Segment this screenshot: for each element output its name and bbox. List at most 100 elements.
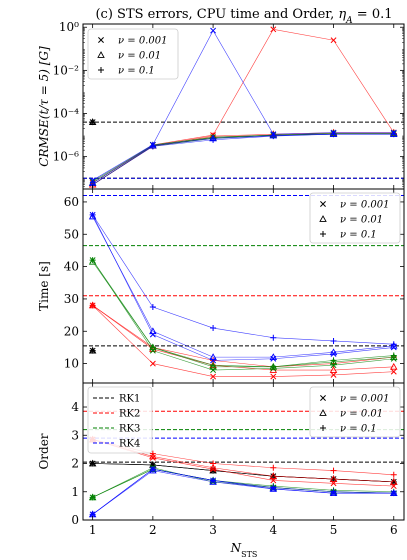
- time-series-rk4-nu-0.01-point-1: [88, 212, 97, 220]
- error-series-rk4-nu-0.1-point-5: [330, 131, 337, 138]
- order-series-rk2-nu-0.1-point-5: [330, 467, 337, 474]
- error-series-rk4-nu-0.001: [92, 29, 394, 181]
- time-series-rk2-nu-0.01: [92, 305, 394, 371]
- error-y-tick-label: 10⁻⁴: [53, 107, 80, 121]
- time-series-rk4-nu-0.001: [92, 214, 394, 361]
- order-series-rk2-nu-0.001: [92, 439, 394, 487]
- time-series-rk2-nu-0.1: [92, 305, 394, 368]
- error-legend-label: ν = 0.1: [118, 66, 155, 77]
- error-series-rk2-nu-0.1: [92, 133, 394, 185]
- time-series-rk4-nu-0.1: [92, 214, 394, 345]
- error-legend-label: ν = 0.001: [118, 36, 167, 47]
- time-series-rk3-nu-0.001-point-2: [149, 347, 156, 354]
- error-legend-label: ν = 0.01: [118, 51, 161, 62]
- time-series-rk4-nu-0.01-point-4: [269, 353, 278, 360]
- time-series-rk3-nu-0.001-point-3: [210, 367, 217, 374]
- error-y-axis-label: CRMSE(t/τ = 5) [G]: [37, 46, 51, 167]
- order-series-rk2-nu-0.1-point-4: [270, 464, 277, 471]
- x-tick-label: 1: [89, 523, 97, 537]
- order-legend-marker-plus: [320, 425, 326, 431]
- time-series-rk2-nu-0.001: [92, 305, 394, 377]
- order-series-rk4-nu-0.1-point-2: [149, 466, 156, 473]
- error-series-rk1-nu-0.1-point-1: [89, 119, 96, 126]
- time-y-tick-label: 30: [64, 292, 79, 306]
- time-series-rk4-nu-0.01-point-5: [329, 348, 338, 356]
- error-series-rk4-nu-0.1-point-3: [210, 136, 217, 143]
- order-series-rk4-nu-0.01-point-3: [209, 477, 217, 485]
- order-series-rk2-nu-0.01-point-3: [209, 463, 217, 471]
- order-series-rk4-nu-0.1-point-6: [390, 490, 397, 497]
- time-legend-label: ν = 0.001: [340, 200, 389, 211]
- time-series-rk3-nu-0.01-point-3: [209, 362, 217, 370]
- time-series-rk4-nu-0.1-point-2: [149, 304, 156, 311]
- time-series-rk3-nu-0.01-point-5: [329, 358, 338, 365]
- error-series-rk2-nu-0.01: [92, 132, 394, 185]
- x-tick-label: 5: [330, 523, 338, 537]
- time-series-rk4-nu-0.001-point-2: [149, 331, 156, 338]
- time-series-rk4-nu-0.01-point-2: [149, 327, 157, 335]
- error-y-tick-label: 10⁰: [59, 20, 79, 34]
- order-legend-label: ν = 0.001: [340, 394, 389, 405]
- time-series-rk4-nu-0.01-point-3: [209, 353, 217, 360]
- x-tick-label: 3: [209, 523, 217, 537]
- time-series-rk3-nu-0.01: [92, 261, 394, 368]
- order-y-tick-label: 2: [71, 457, 79, 471]
- order-series-rk2-nu-0.01-point-2: [149, 452, 157, 460]
- order-series-rk2-nu-0.01-point-5: [329, 475, 338, 482]
- error-y-tick-label: 10⁻⁶: [53, 150, 80, 164]
- rk-legend-label: RK3: [119, 424, 140, 435]
- time-legend-marker-triangle: [319, 215, 327, 222]
- time-y-tick-label: 10: [64, 357, 79, 371]
- error-series-rk3-nu-0.001: [92, 133, 394, 182]
- order-series-rk4-nu-0.1: [92, 468, 394, 515]
- error-legend-marker-x: [98, 37, 104, 43]
- order-series-rk4-nu-0.01-point-5: [329, 489, 338, 497]
- rk-legend-label: RK2: [119, 409, 140, 420]
- order-legend-marker-x: [320, 395, 326, 401]
- time-series-rk3-nu-0.1-point-2: [149, 344, 156, 351]
- order-legend-marker-triangle: [319, 409, 327, 416]
- time-y-tick-label: 40: [64, 260, 79, 274]
- time-series-rk4-nu-0.1-point-5: [330, 337, 337, 344]
- time-series-rk3-nu-0.001-point-5: [330, 362, 337, 369]
- order-series-rk4-nu-0.01-point-4: [269, 485, 278, 492]
- order-series-rk2-nu-0.1-point-2: [149, 450, 156, 457]
- time-y-tick-label: 20: [64, 324, 79, 338]
- order-y-tick-label: 3: [71, 428, 79, 442]
- error-nu-legend: ν = 0.001 ν = 0.01 ν = 0.1: [87, 28, 179, 80]
- error-plot-area: [83, 26, 404, 188]
- order-series-rk2-nu-0.01-point-6: [389, 477, 398, 485]
- time-series-rk3-nu-0.1: [92, 259, 394, 368]
- time-series-rk1-nu-0.1-point-1: [89, 347, 96, 354]
- time-y-tick-label: 50: [64, 227, 79, 241]
- error-series-rk3-nu-0.1: [92, 133, 394, 185]
- x-tick-label: 6: [390, 523, 398, 537]
- error-series-rk4-nu-0.1-point-6: [390, 131, 397, 138]
- order-series-rk1-nu-0.01: [92, 463, 394, 483]
- order-series-rk4-nu-0.1-point-4: [270, 484, 277, 491]
- time-series-rk3-nu-0.01-point-6: [389, 353, 398, 360]
- order-y-tick-label: 4: [71, 400, 79, 414]
- order-legend-label: ν = 0.1: [340, 424, 377, 435]
- order-series-rk1-nu-0.001: [92, 463, 394, 483]
- time-series-rk3-nu-0.01-point-1: [88, 257, 97, 265]
- time-nu-legend: ν = 0.001 ν = 0.01 ν = 0.1: [309, 192, 401, 244]
- time-legend-marker-x: [320, 201, 326, 207]
- time-series-rk4-nu-0.01: [92, 216, 394, 358]
- order-y-tick-label: 1: [71, 485, 79, 499]
- time-series-rk4-nu-0.1-point-4: [270, 334, 277, 341]
- order-frame: [82, 382, 405, 521]
- order-series-rk2-nu-0.01: [92, 439, 394, 483]
- time-series-rk3-nu-0.1-point-3: [210, 362, 217, 369]
- order-series-rk4-nu-0.01: [92, 470, 394, 515]
- error-series-rk4-nu-0.1-point-4: [270, 133, 277, 140]
- time-series-rk2-nu-0.1-point-1: [89, 302, 96, 309]
- time-series-rk3-nu-0.1-point-4: [270, 363, 277, 370]
- time-series-rk4-nu-0.001-point-3: [210, 357, 217, 364]
- x-axis: 1 2 3 4 5 6: [89, 523, 398, 537]
- time-series-rk3-nu-0.001: [92, 259, 394, 371]
- order-series-rk1-nu-0.1-point-1: [89, 460, 96, 467]
- order-series-rk3-nu-0.1: [92, 468, 394, 498]
